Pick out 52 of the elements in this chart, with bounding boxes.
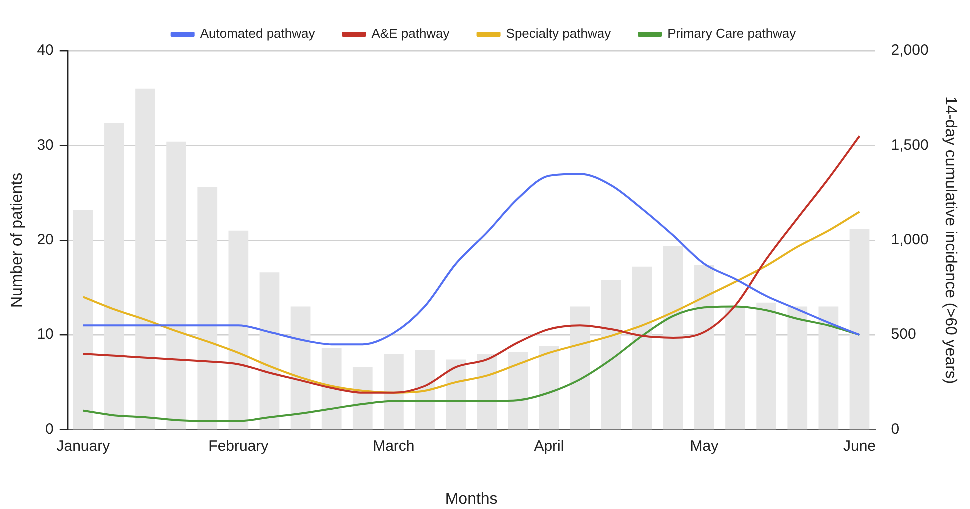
y-tick-label: 20 bbox=[37, 232, 54, 249]
bar bbox=[73, 210, 94, 430]
x-tick-label: January bbox=[56, 438, 111, 455]
bar bbox=[290, 306, 311, 430]
bar bbox=[694, 265, 714, 430]
legend-label: Automated pathway bbox=[200, 26, 316, 42]
line-series bbox=[82, 173, 861, 346]
y2-tick-label: 500 bbox=[891, 326, 916, 344]
bar bbox=[632, 266, 652, 430]
bar bbox=[136, 88, 156, 430]
x-axis-title: Months bbox=[445, 490, 498, 508]
bar bbox=[477, 354, 498, 430]
y2-tick-label: 1,500 bbox=[891, 136, 929, 154]
y-axis-title: Number of patients bbox=[9, 172, 26, 308]
bar bbox=[415, 350, 435, 430]
y-tick-label: 40 bbox=[37, 42, 54, 60]
bar bbox=[508, 352, 528, 430]
bar bbox=[788, 306, 808, 430]
line-series bbox=[82, 210, 861, 394]
y-tick-label: 10 bbox=[37, 326, 54, 344]
y-tick-label: 0 bbox=[46, 420, 54, 438]
x-tick-label: February bbox=[208, 438, 270, 455]
bar bbox=[570, 306, 590, 430]
x-tick-label: June bbox=[843, 438, 876, 455]
bar bbox=[322, 348, 342, 430]
bar bbox=[601, 280, 622, 430]
legend-label: Primary Care pathway bbox=[668, 26, 797, 42]
bar bbox=[384, 354, 404, 430]
y2-tick-label: 2,000 bbox=[891, 42, 929, 60]
bar bbox=[539, 346, 560, 430]
bar bbox=[166, 142, 187, 430]
legend-label: A&E pathway bbox=[372, 26, 450, 42]
bar bbox=[260, 272, 280, 430]
bar bbox=[850, 229, 870, 430]
bar bbox=[228, 230, 249, 430]
y2-tick-label: 0 bbox=[891, 420, 900, 438]
x-tick-label: March bbox=[373, 438, 415, 455]
line-series bbox=[82, 135, 861, 394]
y2-tick-label: 1,000 bbox=[891, 232, 929, 249]
x-tick-label: May bbox=[690, 438, 720, 455]
x-tick-label: April bbox=[534, 438, 564, 455]
y-tick-label: 30 bbox=[37, 136, 54, 154]
bar bbox=[198, 187, 218, 430]
legend-label: Specialty pathway bbox=[506, 26, 612, 42]
bar bbox=[663, 246, 684, 430]
bar bbox=[818, 306, 839, 430]
bar bbox=[352, 367, 373, 430]
bar bbox=[756, 302, 777, 430]
bar bbox=[446, 360, 466, 430]
bar bbox=[726, 306, 746, 430]
bar bbox=[104, 122, 124, 430]
y2-axis-title: 14-day cumulative incidence (>60 years) bbox=[942, 96, 959, 384]
